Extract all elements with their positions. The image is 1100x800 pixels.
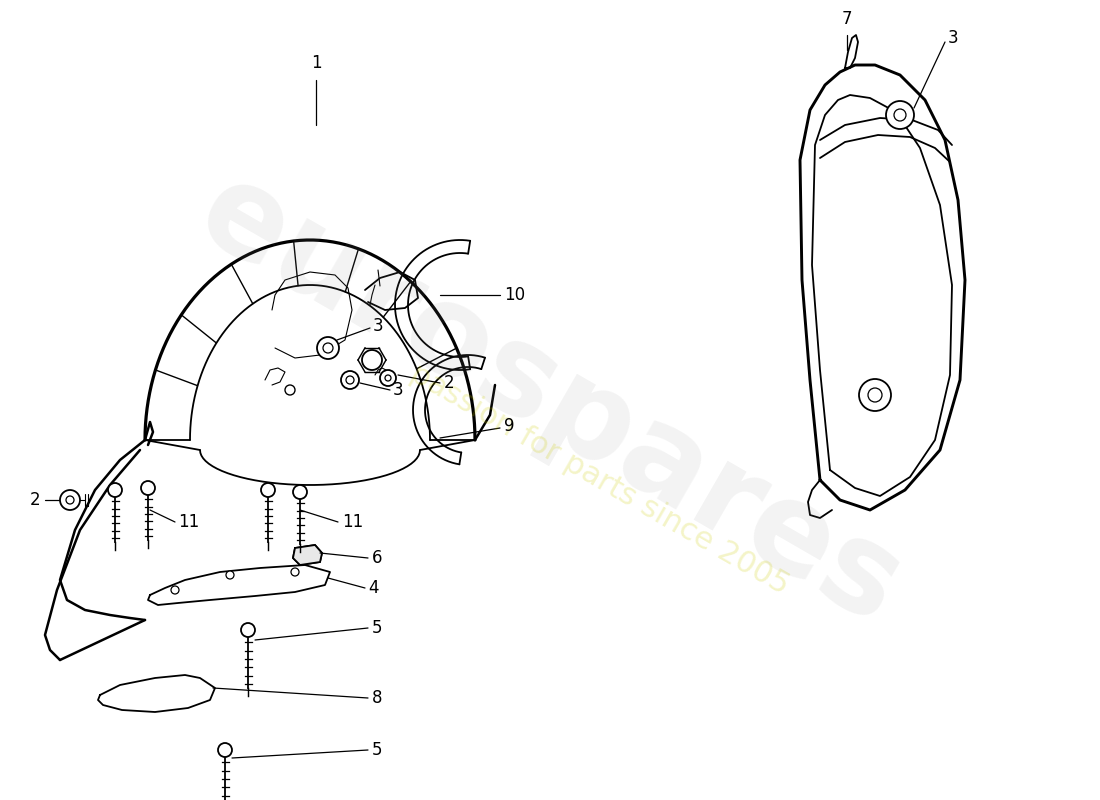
Circle shape [362,350,382,370]
Text: 3: 3 [373,317,384,335]
Circle shape [218,743,232,757]
Circle shape [868,388,882,402]
Circle shape [226,571,234,579]
Circle shape [66,496,74,504]
Circle shape [108,483,122,497]
Circle shape [170,586,179,594]
Circle shape [60,490,80,510]
Text: 2: 2 [30,491,40,509]
Text: 2: 2 [444,374,454,392]
Circle shape [859,379,891,411]
Text: 1: 1 [310,54,321,72]
Circle shape [285,385,295,395]
Circle shape [385,375,390,381]
Circle shape [261,483,275,497]
Circle shape [894,109,906,121]
Circle shape [293,485,307,499]
Text: 4: 4 [368,579,378,597]
Circle shape [241,623,255,637]
Text: 3: 3 [948,29,958,47]
Circle shape [346,376,354,384]
Circle shape [323,343,333,353]
Text: eurospares: eurospares [177,150,923,650]
Text: 5: 5 [372,741,383,759]
Text: 7: 7 [842,10,852,28]
Circle shape [141,481,155,495]
Text: 11: 11 [178,513,199,531]
Text: 3: 3 [393,381,404,399]
Text: 11: 11 [342,513,363,531]
Circle shape [292,568,299,576]
Text: 8: 8 [372,689,383,707]
Circle shape [317,337,339,359]
Text: 5: 5 [372,619,383,637]
Circle shape [341,371,359,389]
Text: 6: 6 [372,549,383,567]
Text: passion for parts since 2005: passion for parts since 2005 [406,359,794,601]
Text: 10: 10 [504,286,525,304]
Text: 9: 9 [504,417,515,435]
Circle shape [379,370,396,386]
Circle shape [886,101,914,129]
Polygon shape [293,545,322,565]
